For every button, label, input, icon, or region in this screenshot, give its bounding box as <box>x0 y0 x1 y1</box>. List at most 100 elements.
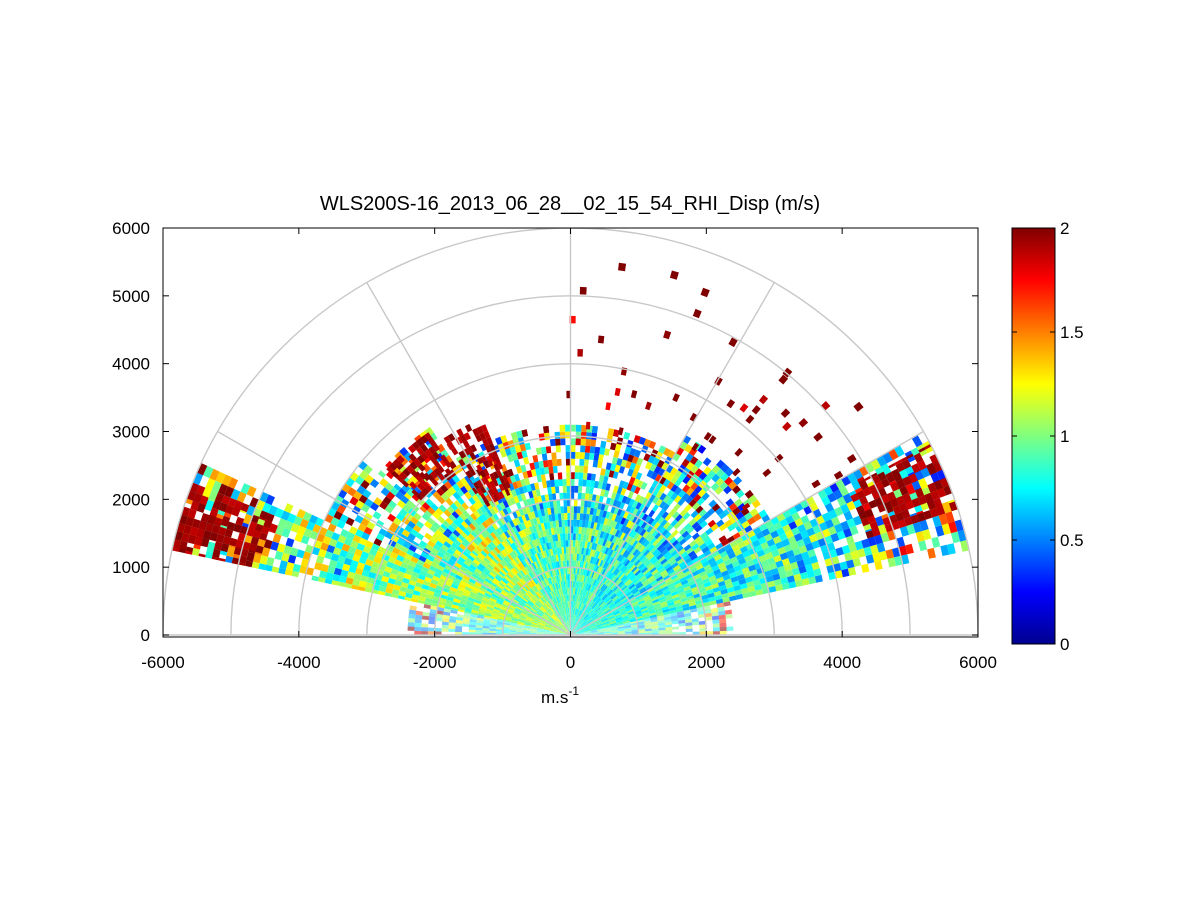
scan-cell <box>512 587 519 593</box>
scan-sector <box>570 434 970 635</box>
scan-cell <box>674 555 683 562</box>
scan-cell <box>731 544 740 552</box>
scan-cell <box>515 509 522 518</box>
scan-cell <box>782 524 792 533</box>
scan-cell <box>391 589 400 596</box>
scan-cell <box>570 472 575 479</box>
scan-cell <box>604 596 610 603</box>
scan-cell <box>772 573 781 581</box>
scan-cell <box>624 589 631 596</box>
scan-cell <box>413 512 422 521</box>
scan-cell <box>552 548 556 556</box>
scan-cell <box>448 514 457 522</box>
scan-cell <box>693 573 701 580</box>
scan-cell <box>400 495 410 505</box>
scan-cell <box>639 528 647 537</box>
scan-cell <box>645 491 652 500</box>
scan-cell <box>878 550 888 561</box>
scan-cell <box>595 508 601 517</box>
scan-cell <box>532 454 539 463</box>
scan-cell <box>536 629 544 632</box>
scan-cell <box>537 582 543 590</box>
scan-cell <box>586 473 592 481</box>
scan-cell <box>471 561 479 568</box>
scan-cell <box>728 502 738 512</box>
scan-cell <box>610 442 617 451</box>
scan-cell <box>744 489 754 499</box>
scan-cell <box>440 492 449 502</box>
scan-cell <box>589 585 594 593</box>
scan-cell <box>786 549 795 558</box>
scan-cell <box>555 621 561 627</box>
scan-cell <box>874 560 883 571</box>
scan-cell <box>577 609 581 617</box>
scan-cell <box>547 507 552 515</box>
scan-cell <box>579 465 584 473</box>
scan-cell <box>494 455 501 464</box>
scan-cell <box>477 543 485 551</box>
scan-cell <box>524 442 531 451</box>
scan-cell <box>735 593 744 600</box>
scan-cell <box>631 627 639 631</box>
scan-cell <box>785 569 794 578</box>
scan-cell <box>615 616 623 621</box>
scan-cell <box>482 547 490 555</box>
scan-cell <box>562 601 565 609</box>
scan-cell <box>538 460 544 469</box>
scan-cell <box>606 541 612 549</box>
scan-cell <box>722 574 731 581</box>
scan-cell <box>453 539 462 547</box>
scan-cell <box>641 579 649 586</box>
scan-cell <box>659 598 667 604</box>
scan-cell <box>485 536 492 544</box>
scan-cell <box>573 601 575 609</box>
scan-cell <box>432 511 441 520</box>
scan-cell <box>737 573 745 581</box>
scan-cell <box>558 618 563 625</box>
scan-cell <box>390 568 399 576</box>
scan-cell <box>760 541 769 550</box>
scan-cell <box>494 537 501 545</box>
scan-cell <box>516 539 522 547</box>
scan-cell <box>573 622 576 629</box>
scan-cell <box>691 532 700 540</box>
scan-cell <box>618 592 625 598</box>
scan-cell <box>369 566 378 574</box>
scan-cell <box>600 583 606 591</box>
scan-cell <box>458 450 466 459</box>
scan-cell <box>470 613 478 618</box>
scan-cell <box>517 546 523 554</box>
scan-cell <box>547 578 551 585</box>
scan-cell <box>259 555 268 565</box>
scan-cell <box>497 596 505 602</box>
scan-cell <box>358 537 368 546</box>
scan-cell <box>571 607 573 615</box>
scan-cell <box>421 627 429 632</box>
scan-cell <box>773 578 782 586</box>
scan-cell <box>662 588 670 594</box>
scan-cell <box>642 558 650 565</box>
scan-cell <box>577 631 584 634</box>
scan-cell <box>480 531 488 539</box>
scan-cell <box>510 588 518 595</box>
scan-cell <box>565 533 568 541</box>
scan-cell <box>453 499 462 508</box>
scan-cell <box>741 587 749 594</box>
scan-cell <box>669 609 677 614</box>
scan-cell <box>575 615 578 623</box>
scan-cell <box>564 553 567 561</box>
scan-cell <box>516 581 523 588</box>
scan-cell <box>580 568 583 575</box>
scan-cell <box>356 485 366 495</box>
scan-cell <box>287 554 297 564</box>
scan-cell <box>917 495 927 505</box>
scan-cell <box>863 546 873 556</box>
scan-cell <box>455 632 462 635</box>
scan-cell <box>455 626 463 630</box>
scan-cell <box>595 607 601 613</box>
scan-cell <box>410 556 419 564</box>
scan-cell <box>572 553 575 561</box>
scan-cell <box>636 615 644 620</box>
scan-cell <box>619 509 626 518</box>
scan-cell <box>425 572 434 580</box>
